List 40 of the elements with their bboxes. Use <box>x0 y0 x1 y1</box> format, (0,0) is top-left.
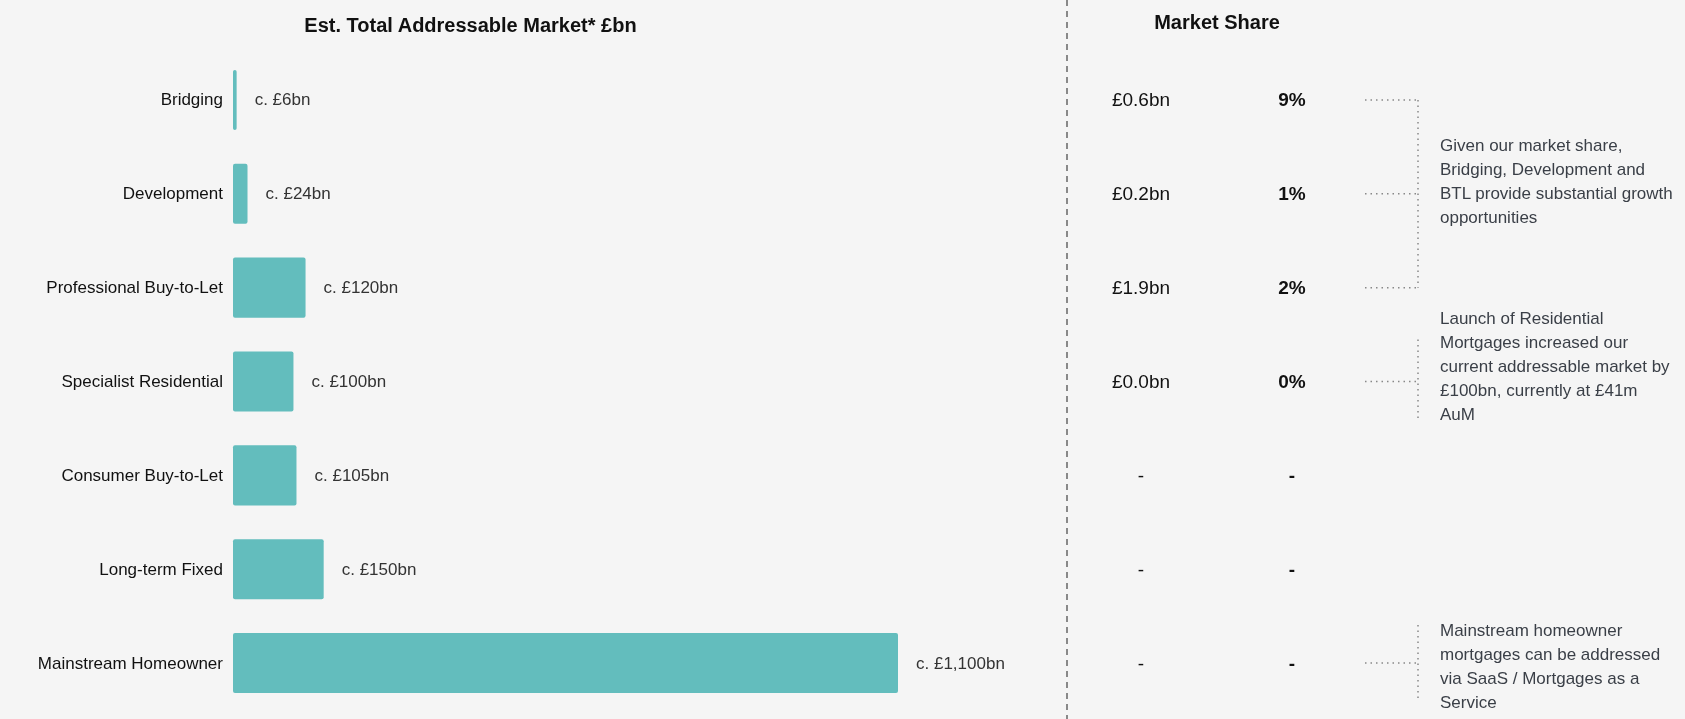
chart-title: Est. Total Addressable Market* £bn <box>304 14 637 36</box>
text: £0.6bn <box>1111 89 1171 111</box>
text: 9% <box>1278 89 1306 111</box>
y-tick-label: Professional Buy-to-Let <box>46 278 224 298</box>
text: Mainstream homeowner mortgages can be addressed via SaaS / Mortgages as a Service <box>1440 620 1662 714</box>
text: Given our market share, Bridging, Development and BTL provide substantial growth opportunities <box>1440 134 1674 229</box>
text: £1.9bn <box>1111 277 1171 299</box>
data-label: c. £1,100bn <box>916 653 1005 673</box>
bar <box>233 257 306 318</box>
text: £0.2bn <box>1111 183 1171 205</box>
text: Market Share <box>1154 11 1280 33</box>
y-tick-label: Long-term Fixed <box>99 559 223 579</box>
data-label: c. £120bn <box>323 278 399 298</box>
text: - <box>1137 558 1145 580</box>
text: - <box>1137 464 1145 486</box>
bar <box>233 445 297 506</box>
bar <box>233 163 248 224</box>
text: 0% <box>1278 371 1306 392</box>
bar <box>233 69 237 130</box>
text: £0.0bn <box>1111 371 1171 392</box>
data-label: c. £6bn <box>254 90 311 110</box>
data-label: c. £105bn <box>314 465 390 485</box>
text: 2% <box>1278 277 1306 299</box>
data-label: c. £100bn <box>311 372 387 391</box>
text: - <box>1288 558 1296 580</box>
y-tick-label: Bridging <box>160 90 223 110</box>
y-tick-label: Specialist Residential <box>61 372 223 391</box>
text: - <box>1137 652 1145 674</box>
bar <box>233 539 324 600</box>
y-tick-label: Development <box>122 184 224 204</box>
data-label: c. £150bn <box>341 559 417 579</box>
y-tick-label: Mainstream Homeowner <box>37 653 224 673</box>
text: - <box>1288 652 1296 674</box>
text: 1% <box>1278 183 1306 205</box>
text: Launch of Residential Mortgages increased our current addressable market by £100bn, currently at £41m AuM <box>1440 307 1671 426</box>
bar <box>233 633 898 694</box>
y-tick-label: Consumer Buy-to-Let <box>61 465 224 485</box>
data-label: c. £24bn <box>265 184 331 204</box>
bar <box>233 351 294 412</box>
text: - <box>1288 464 1296 486</box>
